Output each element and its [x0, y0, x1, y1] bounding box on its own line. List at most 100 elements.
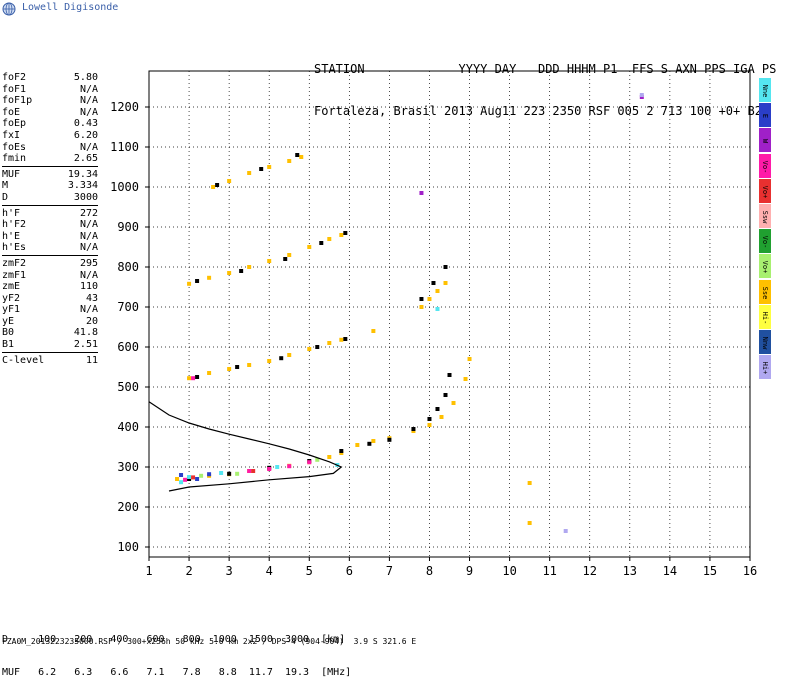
- echo-point: [343, 231, 348, 235]
- param-value: N/A: [79, 242, 98, 254]
- echo-point: [227, 471, 232, 476]
- echo-point: [247, 469, 252, 473]
- x-tick-label: 2: [185, 564, 192, 578]
- echo-point: [287, 464, 292, 469]
- echo-point: [187, 281, 192, 286]
- x-tick-label: 4: [266, 564, 273, 578]
- legend-label: Hi+: [761, 361, 769, 375]
- x-tick-label: 12: [583, 564, 597, 578]
- echo-point: [343, 337, 348, 341]
- param-row: foF2 5.80: [2, 72, 98, 84]
- y-tick-label: 200: [117, 500, 139, 514]
- param-value: N/A: [79, 95, 98, 107]
- echo-point: [247, 265, 252, 269]
- echo-point: [435, 289, 440, 293]
- plot-frame: [148, 70, 751, 558]
- param-row: C-level 11: [2, 355, 98, 367]
- legend-swatch: Hi-: [759, 304, 771, 329]
- echo-point: [355, 443, 360, 447]
- brand-name: Lowell Digisonde: [22, 2, 119, 13]
- legend-swatch: Vo-: [759, 153, 771, 178]
- station-header: STATION YYYY DAY DDD HHHM P1 FFS S AXN P…: [314, 34, 776, 132]
- echo-point: [435, 307, 440, 311]
- echo-point: [195, 279, 200, 283]
- x-tick-label: 9: [466, 564, 473, 578]
- echo-point: [307, 245, 312, 249]
- parameters-panel: foF2 5.80 foF1 N/A foF1p N/A foE N/A foEp 0.43 fxI…: [2, 72, 98, 366]
- echo-point: [195, 477, 200, 481]
- param-row: D 3000: [2, 192, 98, 204]
- echo-point: [427, 417, 432, 421]
- echo-point: [339, 449, 344, 453]
- param-name: zmF2: [2, 257, 27, 269]
- param-row: h'E N/A: [2, 231, 98, 243]
- param-value: 0.43: [73, 118, 98, 130]
- echo-point: [267, 165, 272, 169]
- echo-point: [527, 521, 532, 525]
- param-name: yE: [2, 315, 15, 327]
- profile-curve: [148, 401, 343, 492]
- echo-point: [451, 401, 456, 405]
- param-row: yF1 N/A: [2, 304, 98, 316]
- echo-point: [175, 477, 180, 481]
- echo-point: [247, 363, 252, 367]
- echo-point: [307, 460, 312, 465]
- legend-swatch: Vo+: [759, 254, 771, 279]
- echo-point: [195, 375, 200, 379]
- param-value: 295: [79, 257, 98, 269]
- param-row: h'F2 N/A: [2, 219, 98, 231]
- param-row: fxI 6.20: [2, 130, 98, 142]
- param-value: 110: [79, 281, 98, 293]
- echo-point: [283, 257, 288, 261]
- param-value: 2.51: [73, 339, 98, 351]
- x-tick-label: 14: [663, 564, 677, 578]
- echo-point: [207, 472, 212, 477]
- echo-point: [463, 377, 468, 381]
- param-name: foF1: [2, 83, 27, 95]
- echo-point: [447, 373, 452, 377]
- echo-point: [227, 271, 232, 275]
- param-name: foEs: [2, 141, 27, 153]
- header-line-2: Fortaleza, Brasil 2013 Aug11 223 2350 RS…: [314, 104, 762, 118]
- param-row: MUF 19.34: [2, 169, 98, 181]
- param-value: 43: [85, 292, 98, 304]
- param-value: N/A: [79, 269, 98, 281]
- y-tick-label: 600: [117, 340, 139, 354]
- echo-point: [315, 345, 320, 349]
- ionogram-chart: 1 2 3 4 5 6 7 8 9 10 11 12 13 14 15 1610020030040050060…: [110, 70, 757, 578]
- param-row: B0 41.8: [2, 327, 98, 339]
- legend-swatch: Vo+: [759, 178, 771, 203]
- legend-label: Vo-: [761, 235, 769, 249]
- echo-point: [207, 275, 212, 280]
- echo-point: [327, 341, 332, 345]
- echo-point: [371, 329, 376, 333]
- echo-point: [239, 269, 244, 273]
- echo-point: [299, 155, 304, 159]
- param-name: foE: [2, 106, 21, 118]
- legend-label: Nne: [761, 84, 769, 98]
- echo-point: [563, 529, 568, 533]
- distance-row: D 100 200 400 600 800 1000 1500 3000 [km…: [2, 634, 346, 645]
- y-tick-label: 400: [117, 420, 139, 434]
- echo-point: [339, 233, 344, 237]
- param-name: h'F: [2, 207, 21, 219]
- param-row: zmF1 N/A: [2, 270, 98, 282]
- y-tick-label: 1100: [110, 140, 139, 154]
- param-name: B1: [2, 339, 15, 351]
- param-row: h'F 272: [2, 208, 98, 220]
- param-name: foEp: [2, 118, 27, 130]
- echo-point: [267, 359, 272, 363]
- param-value: N/A: [79, 106, 98, 118]
- legend-label: Hi-: [761, 311, 769, 325]
- legend-label: W: [761, 139, 769, 144]
- echo-point: [431, 281, 436, 285]
- param-value: 6.20: [73, 129, 98, 141]
- legend-swatch: E: [759, 103, 771, 128]
- echo-point: [235, 365, 240, 369]
- x-tick-label: 8: [426, 564, 433, 578]
- echo-point: [419, 191, 424, 195]
- echo-point: [371, 439, 376, 443]
- param-value: 11: [85, 354, 98, 366]
- echo-point: [387, 437, 392, 442]
- param-row: h'Es N/A: [2, 242, 98, 254]
